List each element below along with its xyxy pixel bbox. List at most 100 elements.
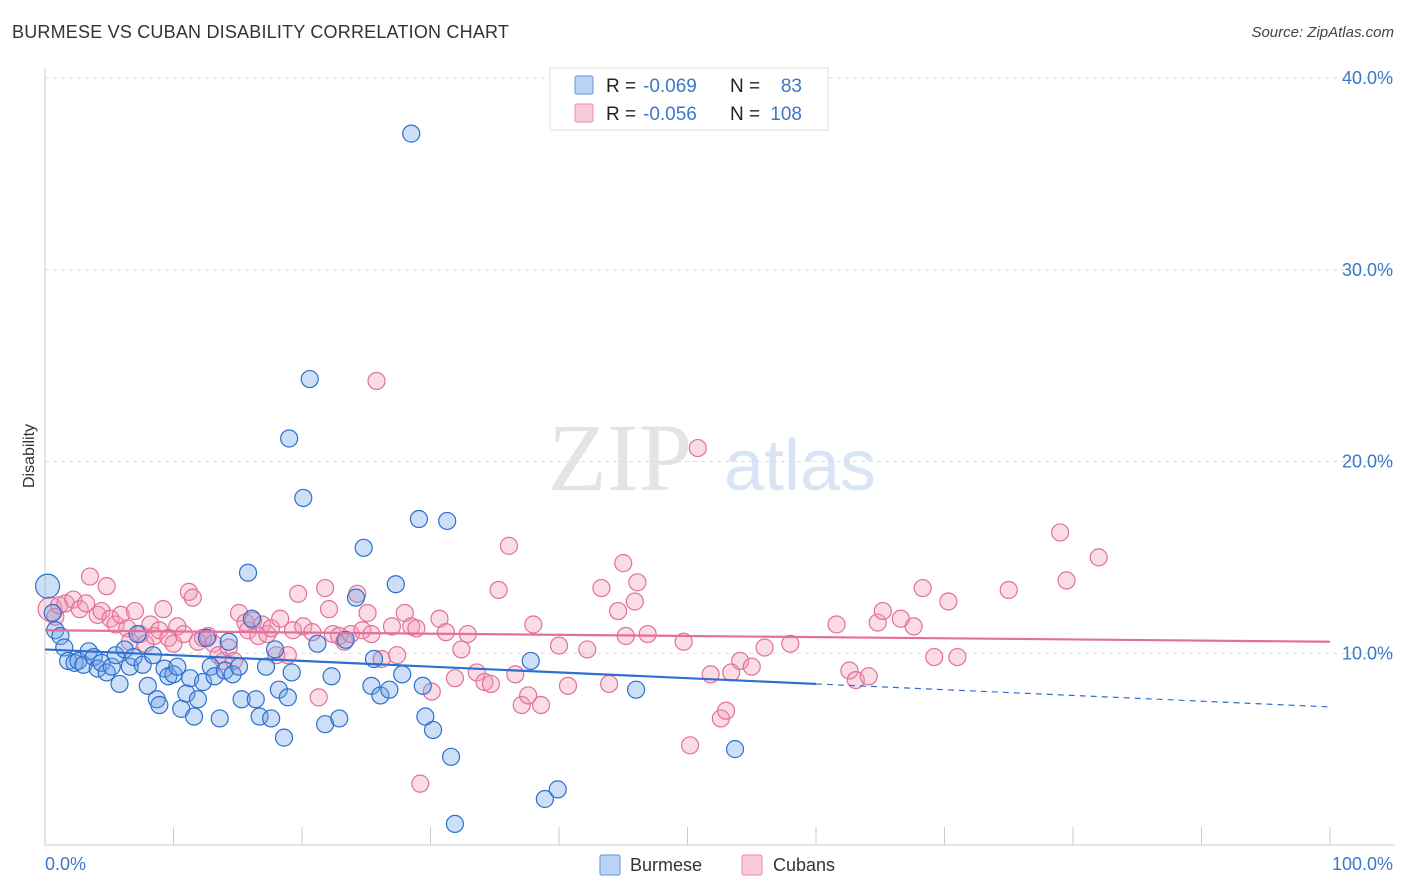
cubans-point (873, 601, 892, 621)
burmese-point (535, 789, 554, 809)
cubans-point (939, 592, 958, 611)
burmese-point (274, 728, 294, 747)
cubans-point (524, 615, 543, 634)
burmese-point (371, 686, 390, 705)
cubans-point (141, 615, 160, 634)
legend-n-value-burmese: 83 (781, 76, 802, 97)
cubans-point (742, 657, 761, 676)
burmese-point (441, 747, 461, 766)
cubans-point (183, 588, 202, 607)
burmese-point (336, 630, 355, 649)
burmese-point (74, 655, 93, 674)
cubans-point (578, 640, 597, 659)
cubans-point (367, 371, 386, 391)
cubans-point (489, 580, 508, 600)
burmese-point (177, 684, 196, 703)
cubans-point (271, 609, 290, 628)
cubans-point (475, 672, 494, 692)
axes (44, 68, 1395, 846)
burmese-point (201, 657, 220, 676)
legend-box (549, 67, 829, 131)
cubans-point (436, 623, 456, 642)
cubans-point (716, 701, 736, 720)
cubans-point (289, 584, 308, 603)
cubans-point (904, 617, 923, 636)
x-tick-label-min: 0.0% (45, 854, 86, 874)
burmese-point (256, 657, 276, 676)
burmese-point (43, 603, 62, 623)
burmese-point (97, 663, 116, 682)
burmese-point (92, 653, 111, 672)
y-axis-label: Disability (21, 424, 38, 488)
cubans-point (80, 567, 100, 586)
burmese-point (278, 688, 297, 707)
cubans-point (614, 554, 633, 573)
cubans-point (592, 578, 611, 598)
burmese-point (386, 575, 405, 594)
cubans-point (499, 536, 518, 555)
burmese-point (300, 369, 319, 389)
cubans-point (638, 624, 657, 644)
burmese-point (416, 707, 435, 726)
bottom-legend-swatch-burmese (599, 854, 621, 876)
cubans-point (827, 615, 846, 634)
burmese-point (423, 720, 443, 740)
cubans-point (125, 601, 145, 621)
burmese-trend-line (44, 648, 817, 686)
cubans-point (174, 624, 193, 644)
burmese-point (197, 628, 217, 648)
y-tick-label: 20.0% (1342, 452, 1393, 472)
burmese-point (138, 676, 157, 695)
cubans-point (481, 674, 500, 694)
legend-swatch-cubans (574, 103, 594, 123)
cubans-point (506, 665, 525, 684)
burmese-points (34, 124, 745, 834)
burmese-point (294, 488, 313, 508)
burmese-point (438, 511, 457, 531)
cubans-point (445, 669, 465, 688)
y-tick-label: 30.0% (1342, 260, 1393, 280)
legend-swatch-burmese (574, 75, 594, 95)
legend-n-label-cubans: N = (730, 104, 760, 125)
burmese-point (250, 707, 269, 726)
cubans-point (680, 736, 700, 755)
cubans-point (674, 632, 693, 651)
burmese-point (229, 657, 249, 676)
burmese-point (330, 709, 349, 728)
cubans-point (609, 601, 628, 621)
cubans-point (948, 647, 967, 667)
burmese-point (346, 588, 366, 607)
burmese-point (205, 667, 224, 686)
cubans-point (1057, 571, 1076, 590)
burmese-point (521, 651, 540, 671)
correlation-legend: R = -0.069 N = 83 R = -0.056 N = 108 (549, 67, 829, 131)
cubans-point (77, 594, 96, 613)
burmese-point (725, 740, 745, 759)
bottom-legend-label-cubans: Cubans (773, 855, 835, 875)
cubans-point (925, 647, 944, 667)
y-tick-label: 40.0% (1342, 68, 1393, 88)
cubans-point (101, 609, 120, 628)
burmese-point (34, 573, 61, 599)
burmese-point (308, 634, 327, 653)
burmese-point (626, 680, 646, 699)
burmese-point (188, 690, 208, 709)
burmese-point (102, 657, 121, 676)
cubans-point (283, 621, 303, 640)
chart-title: BURMESE VS CUBAN DISABILITY CORRELATION … (12, 22, 510, 42)
burmese-point (110, 674, 129, 694)
burmese-point (219, 632, 238, 651)
cubans-point (755, 638, 774, 657)
burmese-point (393, 665, 412, 684)
bottom-legend-swatch-cubans (741, 854, 763, 876)
legend-r-value-burmese: -0.069 (643, 76, 697, 97)
cubans-point (731, 651, 750, 671)
burmese-point (59, 651, 78, 671)
watermark-atlas: atlas (724, 426, 876, 506)
burmese-point (413, 676, 432, 695)
tick-labels: 10.0% 20.0% 30.0% 40.0% 0.0% 100.0% (45, 68, 1393, 874)
cubans-point (558, 676, 578, 695)
burmese-point (238, 563, 258, 582)
cubans-point (999, 580, 1018, 600)
bottom-legend-label-burmese: Burmese (630, 855, 702, 875)
